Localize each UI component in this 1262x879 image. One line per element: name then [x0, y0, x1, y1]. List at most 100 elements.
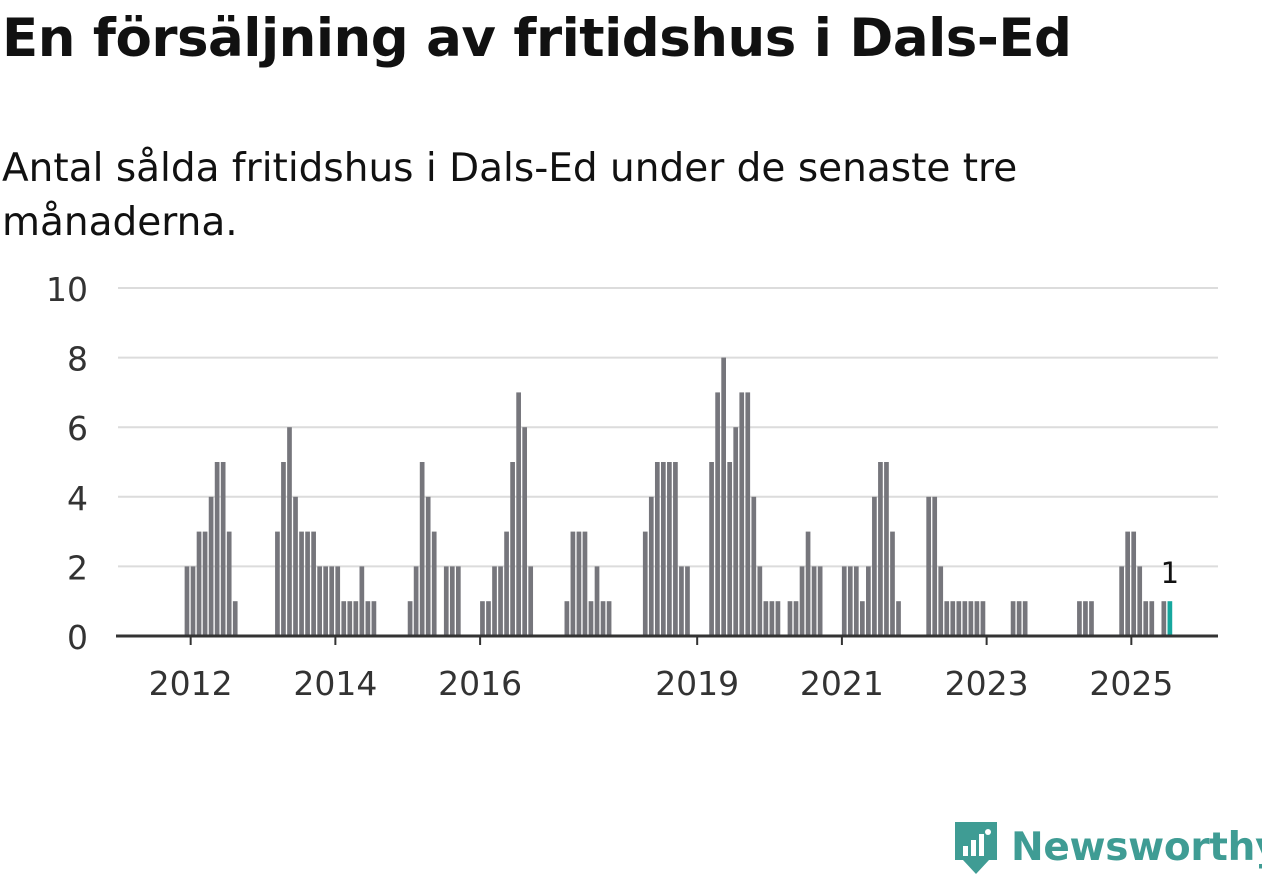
- bar: [305, 531, 310, 636]
- data-labels: 1: [1161, 556, 1179, 590]
- x-tick-label: 2012: [149, 664, 233, 703]
- bar: [528, 566, 534, 636]
- bar-highlight: [1167, 601, 1173, 636]
- bar: [667, 462, 672, 636]
- bar: [510, 462, 515, 636]
- bar: [721, 357, 726, 636]
- x-axis-tick-labels: 2012 2014 2016 2019 2021 2023 2025: [149, 636, 1173, 703]
- bar: [859, 601, 865, 636]
- bar: [926, 496, 932, 636]
- bar: [962, 601, 968, 636]
- bar: [202, 531, 208, 636]
- bar: [516, 392, 521, 636]
- bar: [407, 601, 413, 636]
- bar: [492, 566, 497, 636]
- bar: [281, 462, 286, 636]
- y-tick-label: 8: [67, 340, 88, 379]
- bar: [769, 601, 775, 636]
- bar: [787, 601, 793, 636]
- x-tick-label: 2025: [1089, 664, 1173, 703]
- bar: [1010, 601, 1016, 636]
- bar: [371, 601, 377, 636]
- bar: [1143, 601, 1149, 636]
- bar: [347, 601, 353, 636]
- bar: [341, 601, 347, 636]
- bar: [443, 566, 449, 636]
- bar: [323, 566, 329, 636]
- chart-subtitle: Antal sålda fritidshus i Dals-Ed under d…: [2, 146, 1018, 245]
- x-tick-label: 2016: [438, 664, 522, 703]
- y-axis-tick-labels: 0 2 4 6 8 10: [46, 270, 88, 657]
- bar: [606, 601, 612, 636]
- bar: [980, 601, 986, 636]
- bar: [600, 601, 606, 636]
- bar: [588, 601, 594, 636]
- bar: [793, 601, 799, 636]
- bar: [1016, 601, 1022, 636]
- bar: [884, 462, 889, 636]
- bar: [715, 392, 720, 636]
- bar: [570, 531, 576, 636]
- bar: [455, 566, 461, 636]
- bar: [733, 427, 739, 636]
- bar-chart: 0 2 4 6 8 10 2012 2014 2016 2019 2021 2023 2025 1: [46, 270, 1218, 703]
- bar: [329, 566, 335, 636]
- bar: [841, 566, 847, 636]
- bar: [449, 566, 455, 636]
- bar: [208, 496, 214, 636]
- bar: [293, 496, 298, 636]
- bar: [564, 601, 570, 636]
- bar: [709, 462, 714, 636]
- bar: [739, 392, 745, 636]
- bar: [654, 462, 660, 636]
- bar: [582, 531, 588, 636]
- bar: [956, 601, 962, 636]
- bar: [757, 566, 763, 636]
- bar: [950, 601, 956, 636]
- bar: [311, 531, 316, 636]
- bar: [1083, 601, 1088, 636]
- bar: [847, 566, 853, 636]
- bar: [1131, 531, 1137, 636]
- brand-logo: Newsworthy: [951, 818, 1262, 876]
- bar: [811, 566, 817, 636]
- bar: [1089, 601, 1094, 636]
- y-tick-label: 4: [67, 479, 88, 518]
- newsworthy-logo-icon: [955, 822, 997, 874]
- x-tick-label: 2021: [800, 664, 884, 703]
- bar: [1022, 601, 1028, 636]
- bar: [1149, 601, 1155, 636]
- bars: [184, 357, 1173, 636]
- bar: [853, 566, 859, 636]
- bar: [335, 566, 341, 636]
- bar: [799, 566, 805, 636]
- bar: [661, 462, 666, 636]
- bar: [642, 531, 648, 636]
- bar: [232, 601, 238, 636]
- x-tick-label: 2014: [293, 664, 377, 703]
- bar: [775, 601, 781, 636]
- bar: [498, 566, 503, 636]
- bar: [685, 566, 690, 636]
- bar: [872, 496, 877, 636]
- y-tick-label: 6: [67, 409, 88, 448]
- bar: [805, 531, 811, 636]
- bar: [745, 392, 751, 636]
- bar: [878, 462, 883, 636]
- bar: [673, 462, 678, 636]
- bar: [896, 601, 901, 636]
- bar: [938, 566, 944, 636]
- bar: [1077, 601, 1082, 636]
- bar: [522, 427, 528, 636]
- bar: [480, 601, 485, 636]
- bar: [817, 566, 823, 636]
- bar: [196, 531, 202, 636]
- bar: [932, 496, 938, 636]
- x-tick-label: 2023: [945, 664, 1029, 703]
- y-tick-label: 10: [46, 270, 88, 309]
- bar: [1137, 566, 1143, 636]
- bar: [299, 531, 304, 636]
- y-tick-label: 2: [67, 548, 88, 587]
- bar: [576, 531, 582, 636]
- gridlines: [118, 287, 1218, 568]
